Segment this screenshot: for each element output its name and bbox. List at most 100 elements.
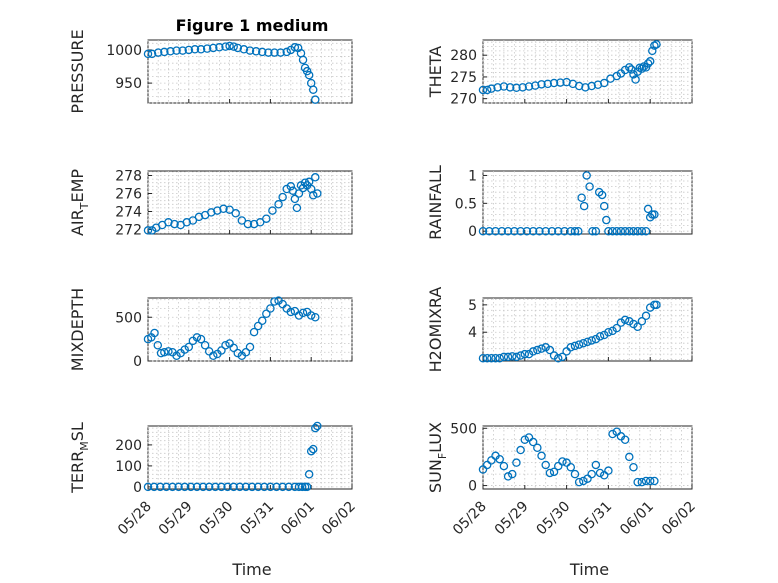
- data-point: [633, 477, 642, 487]
- data-point: [239, 45, 249, 54]
- data-point: [270, 297, 279, 306]
- data-point: [153, 48, 163, 57]
- data-point: [566, 343, 576, 352]
- data-point: [612, 323, 622, 333]
- x-tick-label: 06/02: [659, 499, 699, 539]
- data-point: [229, 482, 238, 492]
- y-tick-label: 1000: [106, 43, 142, 59]
- data-point: [522, 226, 532, 236]
- data-point: [266, 304, 275, 313]
- figure-title: Figure 1 medium: [176, 16, 329, 35]
- data-point: [591, 226, 601, 236]
- y-axis-label-subscript: M: [78, 441, 91, 451]
- data-point: [629, 226, 638, 236]
- panel-h2omixra: 4 5 H2OMIXRA: [426, 287, 693, 372]
- data-point: [215, 43, 224, 52]
- data-point: [574, 226, 583, 236]
- data-point: [311, 423, 320, 433]
- data-point: [168, 482, 177, 492]
- data-point: [595, 332, 605, 341]
- data-point: [604, 226, 613, 236]
- data-point: [579, 201, 589, 211]
- data-point: [631, 75, 640, 84]
- data-point: [274, 200, 283, 209]
- data-point: [298, 55, 308, 65]
- data-point: [497, 226, 507, 236]
- data-point: [599, 78, 609, 88]
- data-point: [217, 346, 226, 355]
- data-point: [608, 429, 617, 439]
- data-point: [292, 203, 302, 213]
- data-point: [587, 469, 596, 479]
- data-point: [524, 82, 534, 91]
- data-point: [524, 433, 534, 442]
- data-point: [143, 49, 153, 59]
- data-point: [648, 46, 657, 56]
- data-point: [558, 352, 567, 362]
- data-point: [574, 340, 584, 349]
- data-point: [508, 469, 517, 479]
- y-tick-label: 5: [468, 298, 477, 314]
- data-point: [264, 48, 273, 57]
- panel-air_temp: 272 274 276 278 AIRTEMP: [68, 169, 353, 239]
- data-point: [233, 43, 243, 53]
- x-tick-label: 05/30: [534, 499, 574, 539]
- x-tick-label: 06/01: [278, 499, 318, 539]
- data-point: [604, 327, 613, 337]
- panel-pressure: 950 1000 PRESSURE: [68, 29, 353, 114]
- data-point: [645, 57, 655, 66]
- y-axis-label-rest: EMP: [68, 169, 87, 203]
- data-point: [241, 482, 251, 492]
- data-point: [650, 41, 659, 50]
- data-point: [311, 95, 320, 104]
- data-point: [533, 443, 542, 453]
- y-tick-label: 0: [468, 479, 477, 495]
- data-point: [221, 42, 230, 51]
- data-point: [482, 85, 492, 95]
- data-point: [633, 322, 642, 332]
- y-tick-label: 270: [450, 92, 477, 108]
- data-point: [620, 65, 630, 75]
- data-point: [516, 226, 525, 236]
- data-point: [652, 300, 661, 310]
- data-point: [616, 318, 626, 327]
- data-point: [599, 471, 609, 480]
- data-point: [587, 81, 596, 91]
- data-point: [520, 435, 530, 444]
- y-tick-label: 0.5: [455, 196, 477, 212]
- y-tick-label: 4: [468, 325, 477, 341]
- data-point: [645, 476, 655, 486]
- data-point: [562, 458, 571, 467]
- data-point: [225, 41, 234, 51]
- data-point: [190, 45, 200, 54]
- data-point: [516, 351, 525, 360]
- data-point: [294, 189, 304, 198]
- data-point: [582, 171, 591, 180]
- data-point: [192, 333, 202, 342]
- data-point: [253, 321, 263, 331]
- y-axis-label-main: SUN: [426, 459, 445, 493]
- y-tick-label: 278: [115, 169, 142, 185]
- data-point: [257, 316, 267, 325]
- data-point: [579, 476, 588, 486]
- y-axis-label-subscript: F: [436, 453, 449, 459]
- data-point: [491, 354, 500, 363]
- data-point: [566, 462, 576, 472]
- data-point: [200, 340, 210, 350]
- y-tick-label: 950: [115, 76, 142, 92]
- data-point: [284, 482, 294, 492]
- y-axis-label: SUNFLUX: [426, 422, 449, 493]
- data-point: [503, 226, 513, 236]
- data-point: [223, 482, 232, 492]
- x-tick-label: 05/29: [156, 499, 196, 539]
- data-point: [149, 482, 159, 492]
- y-tick-label: 100: [115, 459, 142, 475]
- y-axis-label-rest: LUX: [426, 422, 445, 453]
- y-axis-label: TERRMSL: [68, 422, 91, 494]
- data-point: [196, 334, 206, 344]
- data-point: [528, 226, 538, 236]
- y-axis-label-main: AIR: [68, 209, 87, 236]
- data-point: [591, 334, 601, 344]
- data-point: [520, 349, 530, 359]
- data-point: [245, 342, 255, 352]
